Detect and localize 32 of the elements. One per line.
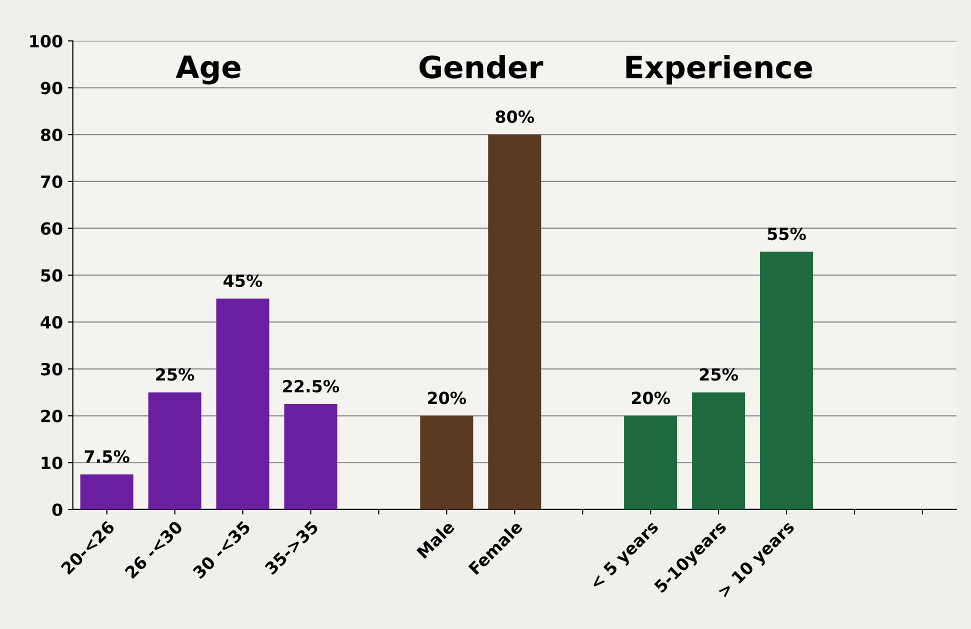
- y-tick-label: 30: [41, 362, 62, 376]
- bar: [284, 404, 338, 510]
- y-tick-label: 50: [41, 269, 62, 282]
- y-tick-label: 100: [30, 34, 62, 48]
- bar: [624, 416, 678, 510]
- y-tick-label: 60: [40, 222, 62, 235]
- data-label: 55%: [768, 228, 806, 240]
- bar: [760, 252, 814, 510]
- data-label: 80%: [496, 110, 534, 124]
- bar: [692, 392, 746, 510]
- annotation: Age: [176, 56, 240, 85]
- data-label: 7.5%: [84, 450, 130, 463]
- bar: [420, 416, 474, 510]
- data-label: 45%: [224, 274, 262, 288]
- annotation: Experience: [626, 54, 812, 85]
- y-tick-label: 80: [40, 128, 62, 142]
- bar: [148, 392, 202, 510]
- y-tick-label: 40: [40, 316, 62, 329]
- y-tick-label: 0: [52, 503, 62, 516]
- bar: [80, 474, 134, 510]
- annotation: Gender: [420, 54, 544, 79]
- data-label: 25%: [156, 368, 194, 381]
- y-tick-label: 10: [42, 456, 62, 470]
- data-label: 22.5%: [283, 380, 340, 392]
- y-tick-label: 70: [41, 175, 62, 188]
- data-label: 25%: [700, 368, 738, 381]
- y-tick-label: 90: [40, 82, 62, 94]
- bar: [488, 134, 542, 510]
- y-tick-label: 20: [41, 410, 62, 422]
- data-label: 20%: [632, 392, 670, 404]
- data-label: 20%: [428, 392, 466, 404]
- bar: [216, 298, 270, 510]
